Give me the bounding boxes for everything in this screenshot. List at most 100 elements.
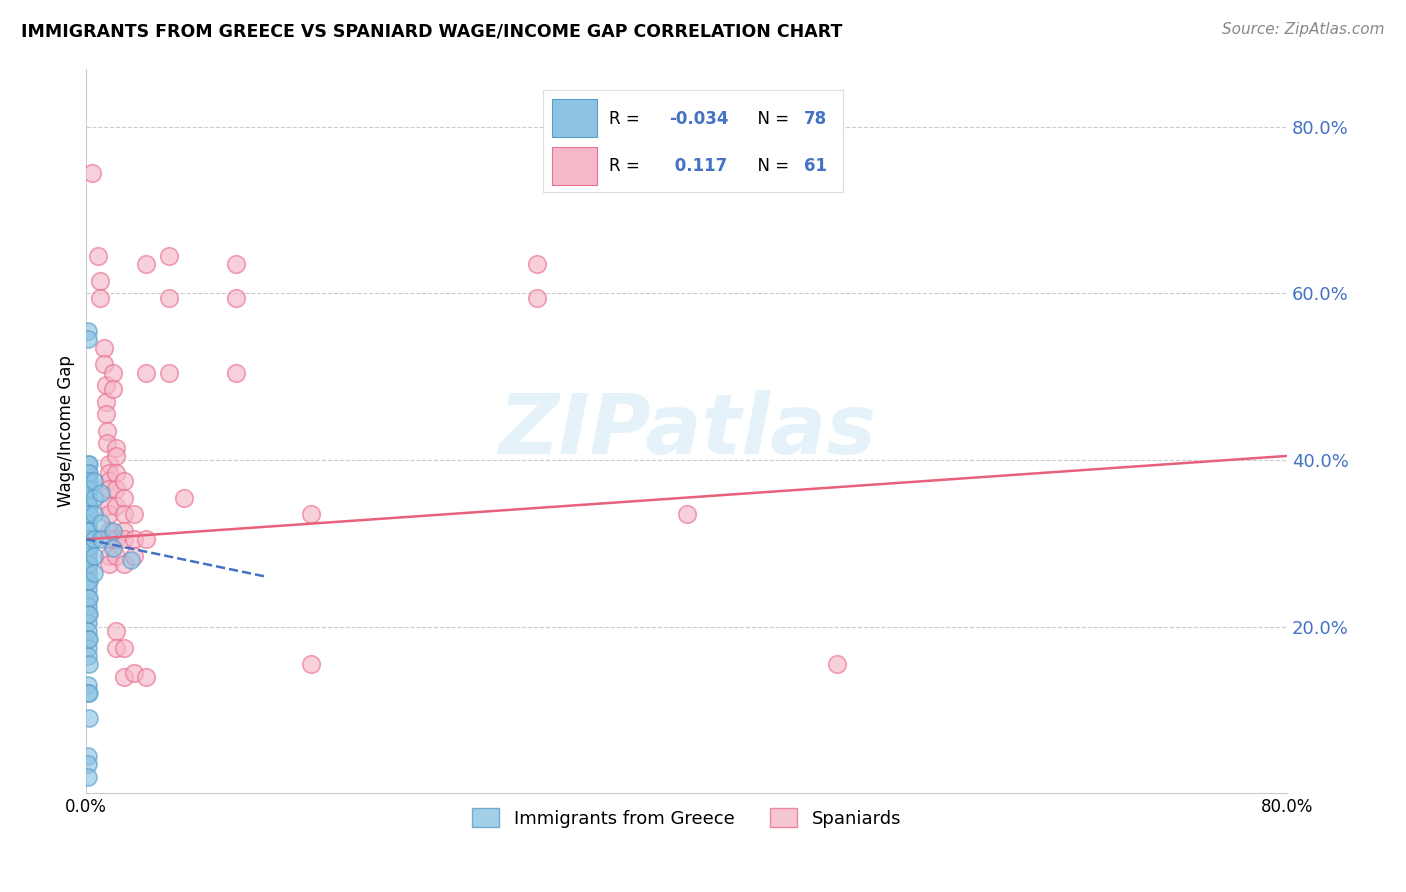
Point: [79, 686, 101, 700]
Point: [76, 541, 98, 555]
Point: [96, 424, 118, 438]
Point: [79, 474, 101, 488]
Point: [82, 166, 104, 180]
Point: [93, 341, 115, 355]
Point: [225, 291, 247, 305]
Point: [103, 382, 125, 396]
Text: IMMIGRANTS FROM GREECE VS SPANIARD WAGE/INCOME GAP CORRELATION CHART: IMMIGRANTS FROM GREECE VS SPANIARD WAGE/…: [21, 22, 842, 40]
Point: [76, 482, 98, 496]
Point: [76, 332, 98, 346]
Point: [94, 378, 117, 392]
Point: [76, 457, 98, 471]
Point: [97, 474, 120, 488]
Point: [79, 466, 101, 480]
Point: [105, 640, 128, 655]
Point: [112, 533, 135, 547]
Point: [76, 686, 98, 700]
Point: [76, 558, 98, 572]
Point: [76, 533, 98, 547]
Point: [76, 648, 98, 663]
Point: [76, 632, 98, 647]
Point: [76, 678, 98, 692]
Point: [97, 482, 120, 496]
Point: [79, 524, 101, 538]
Point: [103, 541, 125, 555]
Point: [97, 558, 120, 572]
Point: [105, 624, 128, 638]
Point: [76, 324, 98, 338]
Point: [97, 499, 120, 513]
Point: [76, 599, 98, 613]
Point: [301, 508, 323, 522]
Point: [94, 394, 117, 409]
Point: [825, 657, 848, 672]
Point: [76, 615, 98, 630]
Point: [76, 591, 98, 605]
Point: [135, 366, 157, 380]
Point: [90, 486, 112, 500]
Point: [103, 366, 125, 380]
Point: [97, 533, 120, 547]
Point: [94, 407, 117, 421]
Point: [105, 449, 128, 463]
Legend: Immigrants from Greece, Spaniards: Immigrants from Greece, Spaniards: [465, 801, 908, 835]
Point: [76, 757, 98, 772]
Point: [135, 533, 157, 547]
Point: [76, 640, 98, 655]
Point: [526, 257, 548, 271]
Point: [124, 508, 146, 522]
Point: [301, 657, 323, 672]
Point: [79, 558, 101, 572]
Point: [79, 499, 101, 513]
Point: [76, 582, 98, 597]
Point: [76, 474, 98, 488]
Point: [105, 482, 128, 496]
Point: [157, 249, 180, 263]
Point: [105, 549, 128, 563]
Point: [79, 591, 101, 605]
Point: [76, 566, 98, 580]
Point: [105, 499, 128, 513]
Point: [124, 533, 146, 547]
Point: [124, 549, 146, 563]
Point: [105, 533, 128, 547]
Point: [76, 607, 98, 622]
Point: [83, 566, 105, 580]
Point: [76, 624, 98, 638]
Point: [112, 508, 135, 522]
Point: [105, 441, 128, 455]
Point: [112, 491, 135, 505]
Point: [112, 558, 135, 572]
Text: ZIPatlas: ZIPatlas: [498, 391, 876, 472]
Point: [76, 508, 98, 522]
Point: [76, 524, 98, 538]
Point: [97, 524, 120, 538]
Point: [79, 607, 101, 622]
Point: [83, 508, 105, 522]
Point: [76, 549, 98, 563]
Point: [135, 257, 157, 271]
Point: [79, 574, 101, 588]
Point: [79, 711, 101, 725]
Point: [79, 482, 101, 496]
Point: [89, 274, 111, 288]
Point: [225, 257, 247, 271]
Point: [96, 436, 118, 450]
Point: [76, 499, 98, 513]
Point: [79, 541, 101, 555]
Point: [105, 466, 128, 480]
Point: [97, 508, 120, 522]
Point: [112, 670, 135, 684]
Point: [79, 508, 101, 522]
Point: [157, 366, 180, 380]
Point: [79, 657, 101, 672]
Point: [135, 670, 157, 684]
Point: [173, 491, 195, 505]
Point: [675, 508, 697, 522]
Point: [526, 291, 548, 305]
Point: [76, 466, 98, 480]
Point: [83, 533, 105, 547]
Point: [79, 457, 101, 471]
Point: [97, 466, 120, 480]
Point: [76, 516, 98, 530]
